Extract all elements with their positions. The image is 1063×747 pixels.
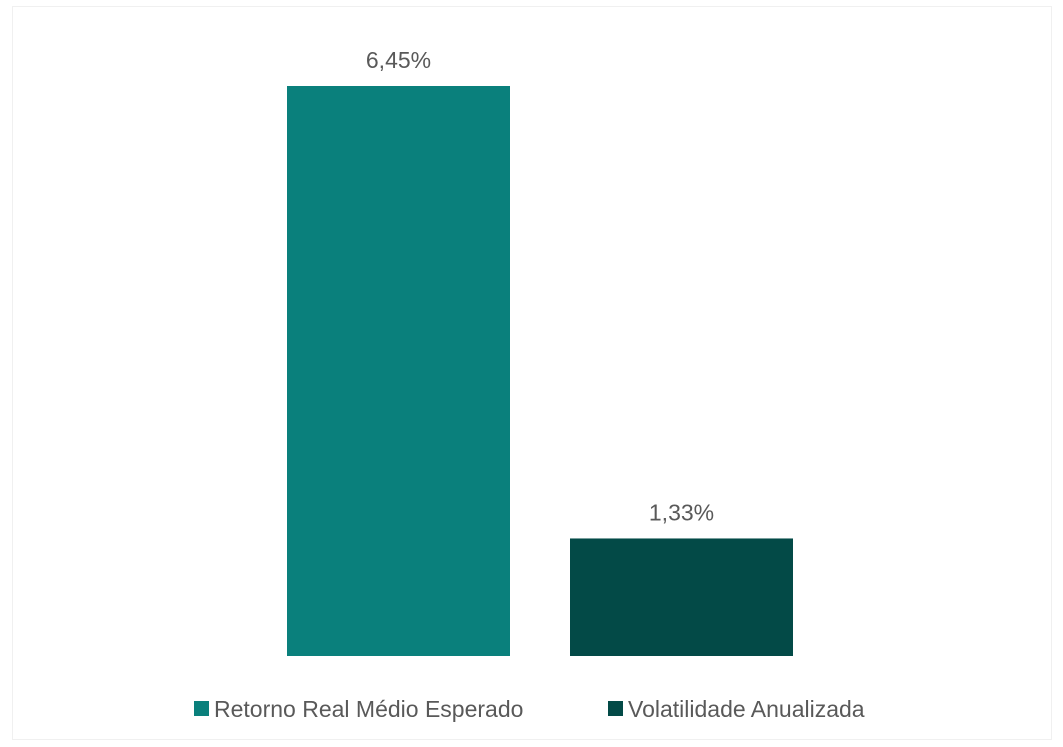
legend-label-volatilidade-anualizada: Volatilidade Anualizada xyxy=(628,696,865,722)
legend-label-retorno-real-medio-esperado: Retorno Real Médio Esperado xyxy=(214,696,523,722)
legend: Retorno Real Médio Esperado Volatilidade … xyxy=(194,696,865,722)
bar-retorno-real-medio-esperado xyxy=(287,86,510,656)
legend-swatch-volatilidade-anualizada xyxy=(608,701,623,716)
chart-frame xyxy=(12,6,1052,740)
data-label-retorno-real-medio-esperado: 6,45% xyxy=(366,47,431,73)
legend-swatch-retorno-real-medio-esperado xyxy=(194,701,209,716)
data-label-volatilidade-anualizada: 1,33% xyxy=(649,499,714,525)
bars-layer xyxy=(287,86,793,656)
bar-volatilidade-anualizada xyxy=(570,538,793,656)
data-labels-layer: 6,45% 1,33% xyxy=(366,47,714,525)
